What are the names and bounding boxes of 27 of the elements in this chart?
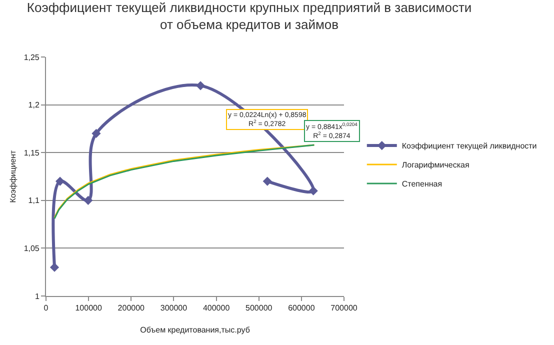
x-tick-label: 200000 (118, 304, 146, 313)
point (56, 176, 65, 186)
legend-label: Коэффициент текущей ликвидности (402, 142, 537, 151)
point (92, 128, 101, 138)
x-tick-label: 600000 (288, 304, 316, 313)
legend-label: Степенная (402, 180, 442, 189)
y-tick-label: 1,25 (24, 52, 40, 62)
x-tick-label: 500000 (246, 304, 273, 313)
y-tick-label: 1,05 (24, 244, 40, 253)
y-tick-label: 1,1 (28, 196, 40, 206)
point (308, 186, 318, 196)
point (84, 196, 93, 205)
y-axis-title: Коэффициент (8, 150, 18, 203)
y-tick-label: 1,2 (28, 100, 40, 110)
point (50, 262, 60, 272)
x-axis-title: Объем кредитования,тыс.руб (140, 326, 250, 335)
point (196, 81, 206, 90)
x-tick-label: 100000 (75, 304, 102, 313)
x-tick-label: 400000 (202, 304, 230, 313)
y-tick-label: 1,15 (24, 148, 40, 158)
legend-label: Логарифмическая (402, 160, 470, 170)
x-tick-label: 700000 (330, 304, 358, 313)
x-tick-label: 0 (44, 304, 49, 313)
chart-title: Коэффициент текущей ликвидности крупных предприятий в зависимости от объема кредитов и займов (26, 0, 472, 32)
x-tick-label: 300000 (160, 304, 188, 313)
point (262, 176, 272, 186)
y-tick-label: 1 (34, 292, 40, 301)
